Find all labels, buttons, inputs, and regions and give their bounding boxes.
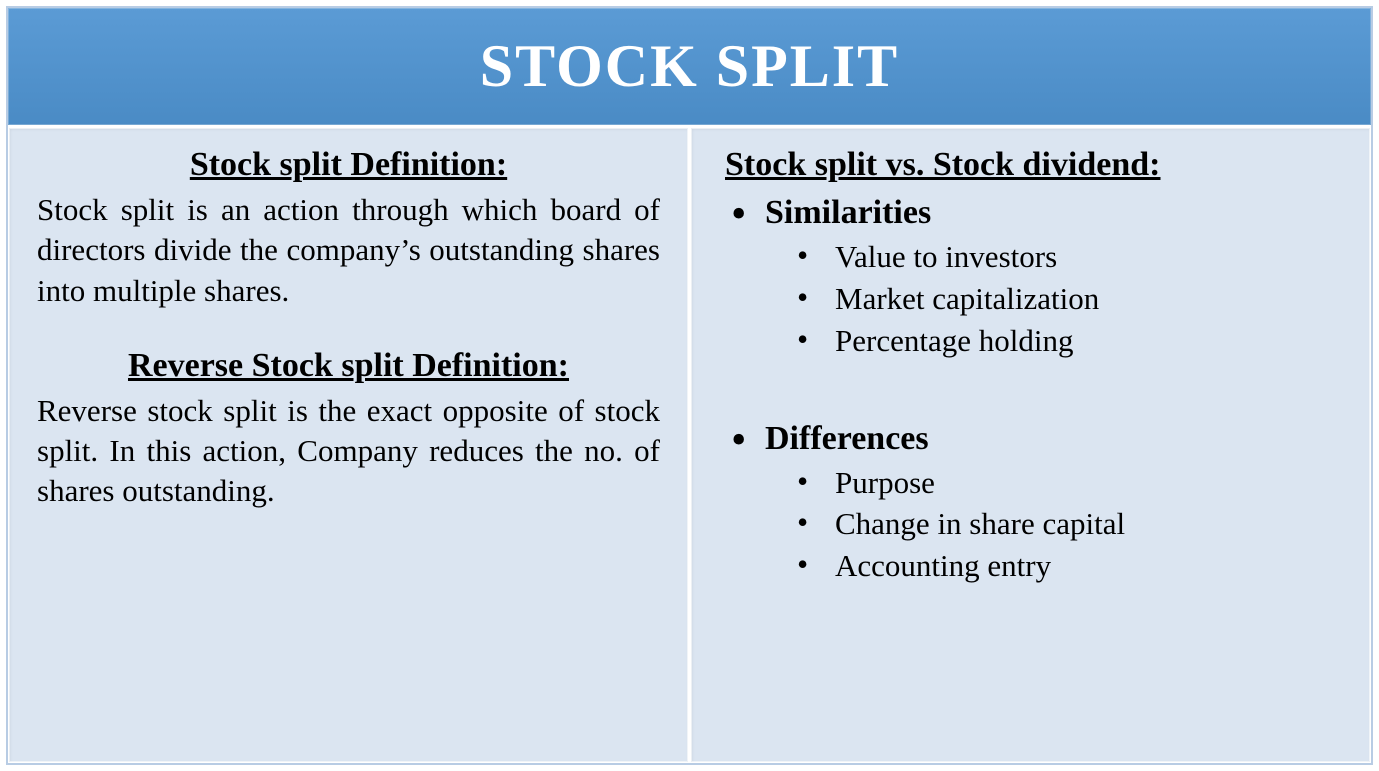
definition1-body: Stock split is an action through which b… bbox=[37, 190, 660, 311]
similarities-items: Value to investors Market capitalization… bbox=[727, 236, 1342, 362]
title-bar: STOCK SPLIT bbox=[8, 8, 1371, 127]
list-item: Accounting entry bbox=[787, 545, 1342, 587]
list-item: Change in share capital bbox=[787, 503, 1342, 545]
definition2-body: Reverse stock split is the exact opposit… bbox=[37, 391, 660, 512]
spacer bbox=[37, 311, 660, 347]
comparison-list: Similarities Value to investors Market c… bbox=[719, 194, 1342, 587]
list-item: Purpose bbox=[787, 462, 1342, 504]
definition2-heading: Reverse Stock split Definition: bbox=[37, 347, 660, 385]
title-text: STOCK SPLIT bbox=[480, 33, 899, 99]
group-similarities: Similarities bbox=[727, 194, 1342, 232]
spacer bbox=[727, 382, 1342, 414]
comparison-heading: Stock split vs. Stock dividend: bbox=[725, 146, 1342, 184]
right-panel: Stock split vs. Stock dividend: Similari… bbox=[690, 127, 1371, 763]
left-panel: Stock split Definition: Stock split is a… bbox=[8, 127, 690, 763]
list-item: Market capitalization bbox=[787, 278, 1342, 320]
infographic-frame: STOCK SPLIT Stock split Definition: Stoc… bbox=[6, 6, 1373, 765]
definition1-heading: Stock split Definition: bbox=[37, 146, 660, 184]
list-item: Percentage holding bbox=[787, 320, 1342, 362]
group-differences: Differences bbox=[727, 420, 1342, 458]
list-item: Value to investors bbox=[787, 236, 1342, 278]
content-row: Stock split Definition: Stock split is a… bbox=[8, 127, 1371, 763]
differences-items: Purpose Change in share capital Accounti… bbox=[727, 462, 1342, 588]
